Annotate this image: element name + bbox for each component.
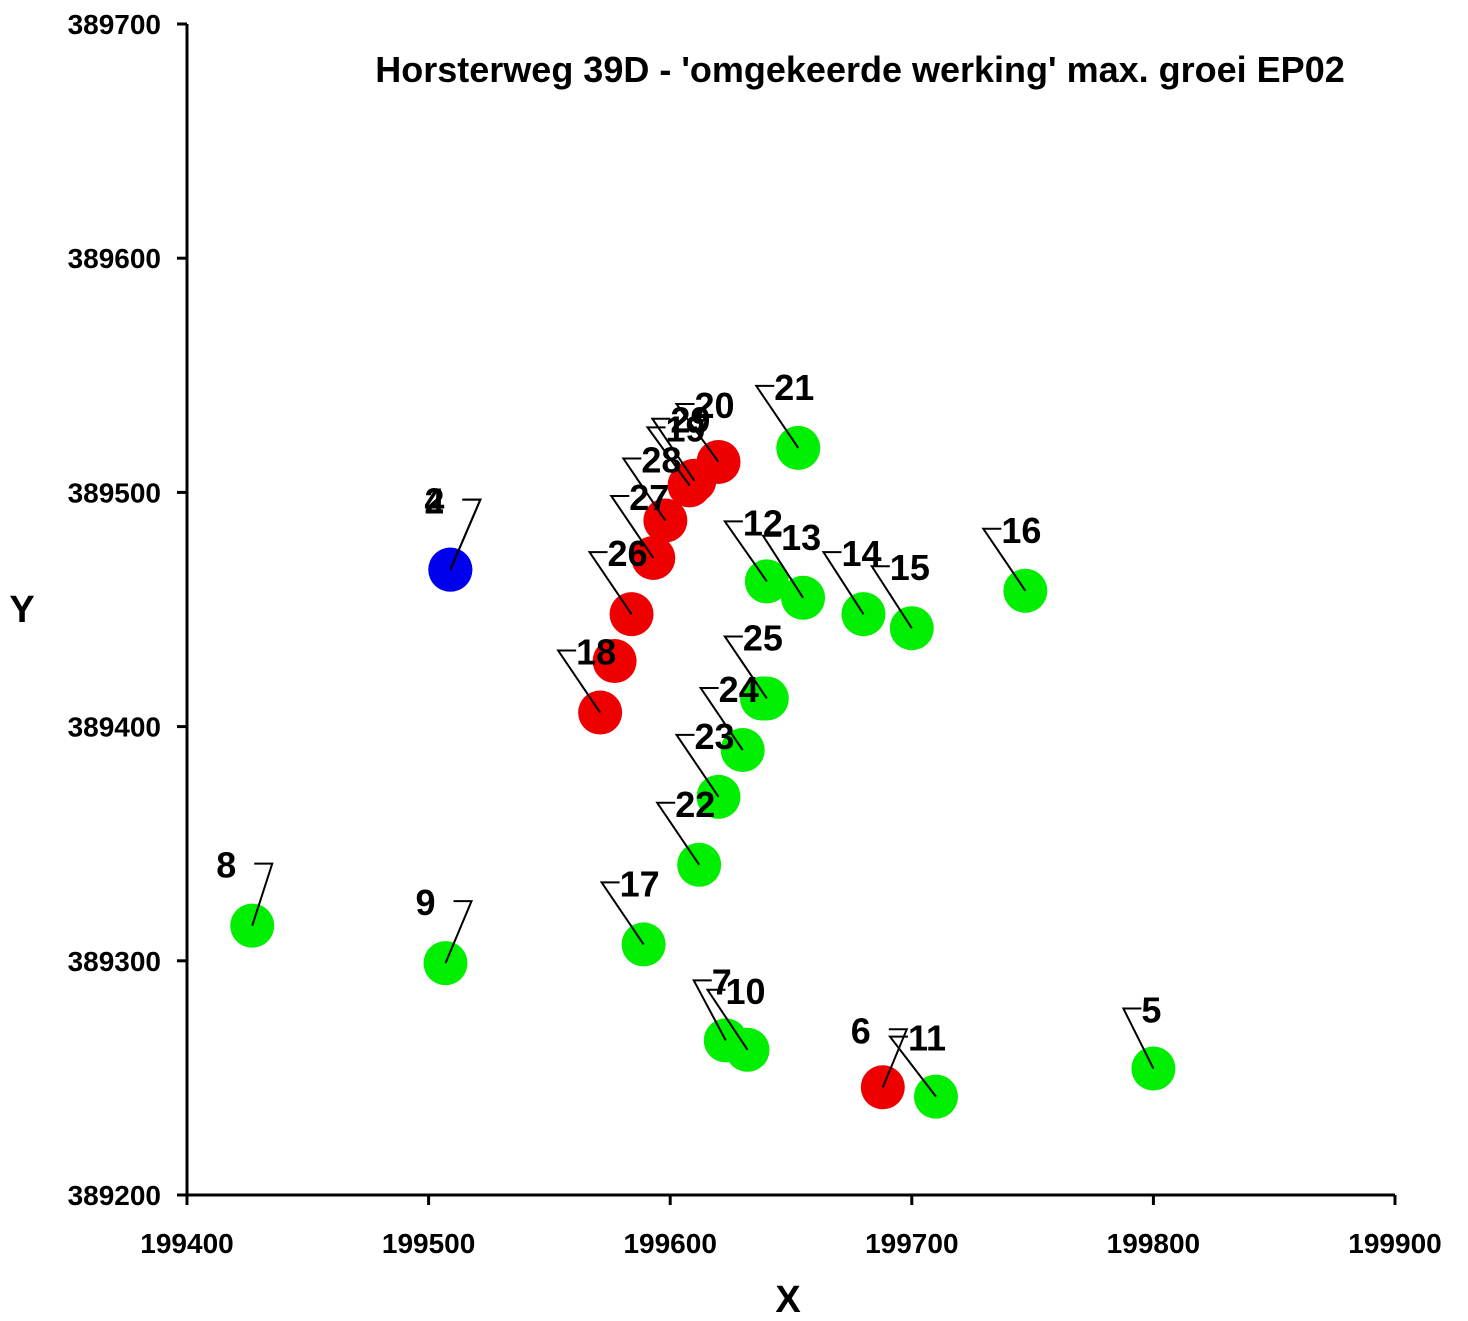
leader-line-25 (722, 635, 768, 700)
leader-line-26 (587, 551, 633, 615)
leader-line-16 (981, 527, 1027, 592)
axes: 199400 199500 199600 199700 199800 199900 3892… (68, 9, 1442, 1259)
point-label-14: 14 (841, 533, 881, 574)
leader-line-14 (821, 551, 865, 615)
leader-line-24 (698, 687, 744, 751)
y-tick-label: 389300 (68, 946, 161, 977)
point-label-13: 13 (781, 517, 821, 558)
data-point-18b (592, 639, 637, 684)
x-axis-title: X (775, 1279, 801, 1321)
x-tick-label: 199400 (140, 1228, 233, 1259)
point-label-5: 5 (1141, 990, 1161, 1031)
point-label-16: 16 (1001, 510, 1041, 551)
point-label-21: 21 (774, 367, 814, 408)
leader-line-4 (449, 498, 482, 571)
point-label-2: 2 (424, 481, 444, 522)
x-tick-label: 199500 (382, 1228, 475, 1259)
data-point-24b (740, 676, 785, 721)
leader-line-5 (1121, 1007, 1155, 1069)
point-label-6: 6 (851, 1010, 871, 1051)
leader-line-22 (655, 801, 701, 866)
leader-line-13 (761, 534, 804, 599)
point-label-22: 22 (675, 784, 715, 825)
x-tick-label: 199700 (865, 1228, 958, 1259)
leader-line-8 (251, 862, 274, 926)
leader-line-29 (650, 417, 696, 482)
point-label-10: 10 (726, 971, 766, 1012)
leader-line-6 (881, 1028, 909, 1088)
point-label-4: 4 (424, 481, 444, 522)
point-label-7: 7 (712, 961, 732, 1002)
leader-line-23 (674, 733, 720, 798)
y-tick-label: 389700 (68, 9, 161, 40)
point-label-11: 11 (908, 1018, 946, 1059)
y-tick-label: 389400 (68, 712, 161, 743)
y-axis-title: Y (9, 589, 34, 631)
leader-line-27 (609, 494, 655, 559)
chart-title: Horsterweg 39D - 'omgekeerde werking' ma… (375, 49, 1345, 90)
point-label-23: 23 (695, 716, 735, 757)
leader-line-11 (887, 1035, 937, 1098)
leader-line-19 (645, 426, 691, 486)
point-label-8: 8 (216, 845, 236, 886)
point-label-24: 24 (719, 669, 759, 710)
x-tick-label: 199800 (1107, 1228, 1200, 1259)
y-tick-label: 389500 (68, 477, 161, 508)
point-label-9: 9 (415, 882, 435, 923)
point-label-20: 20 (695, 385, 735, 426)
leader-line-7 (692, 979, 727, 1041)
leader-line-9 (444, 900, 474, 964)
y-tick-label: 389200 (68, 1180, 161, 1211)
leader-line-10 (705, 988, 749, 1051)
leader-line-15 (869, 565, 913, 629)
point-label-29: 29 (670, 400, 710, 441)
leader-line-18 (556, 649, 601, 714)
leader-line-20 (674, 402, 720, 463)
leader-line-21 (754, 384, 800, 449)
y-tick-label: 389600 (68, 243, 161, 274)
x-tick-label: 199600 (623, 1228, 716, 1259)
leader-line-28 (621, 457, 667, 522)
leader-line-17 (599, 881, 645, 945)
point-label-15: 15 (890, 547, 930, 588)
point-label-18: 18 (576, 632, 616, 673)
x-tick-label: 199900 (1348, 1228, 1441, 1259)
leader-line-12 (722, 520, 768, 582)
point-label-25: 25 (743, 617, 783, 658)
point-label-17: 17 (620, 863, 660, 904)
point-label-28: 28 (641, 440, 681, 481)
